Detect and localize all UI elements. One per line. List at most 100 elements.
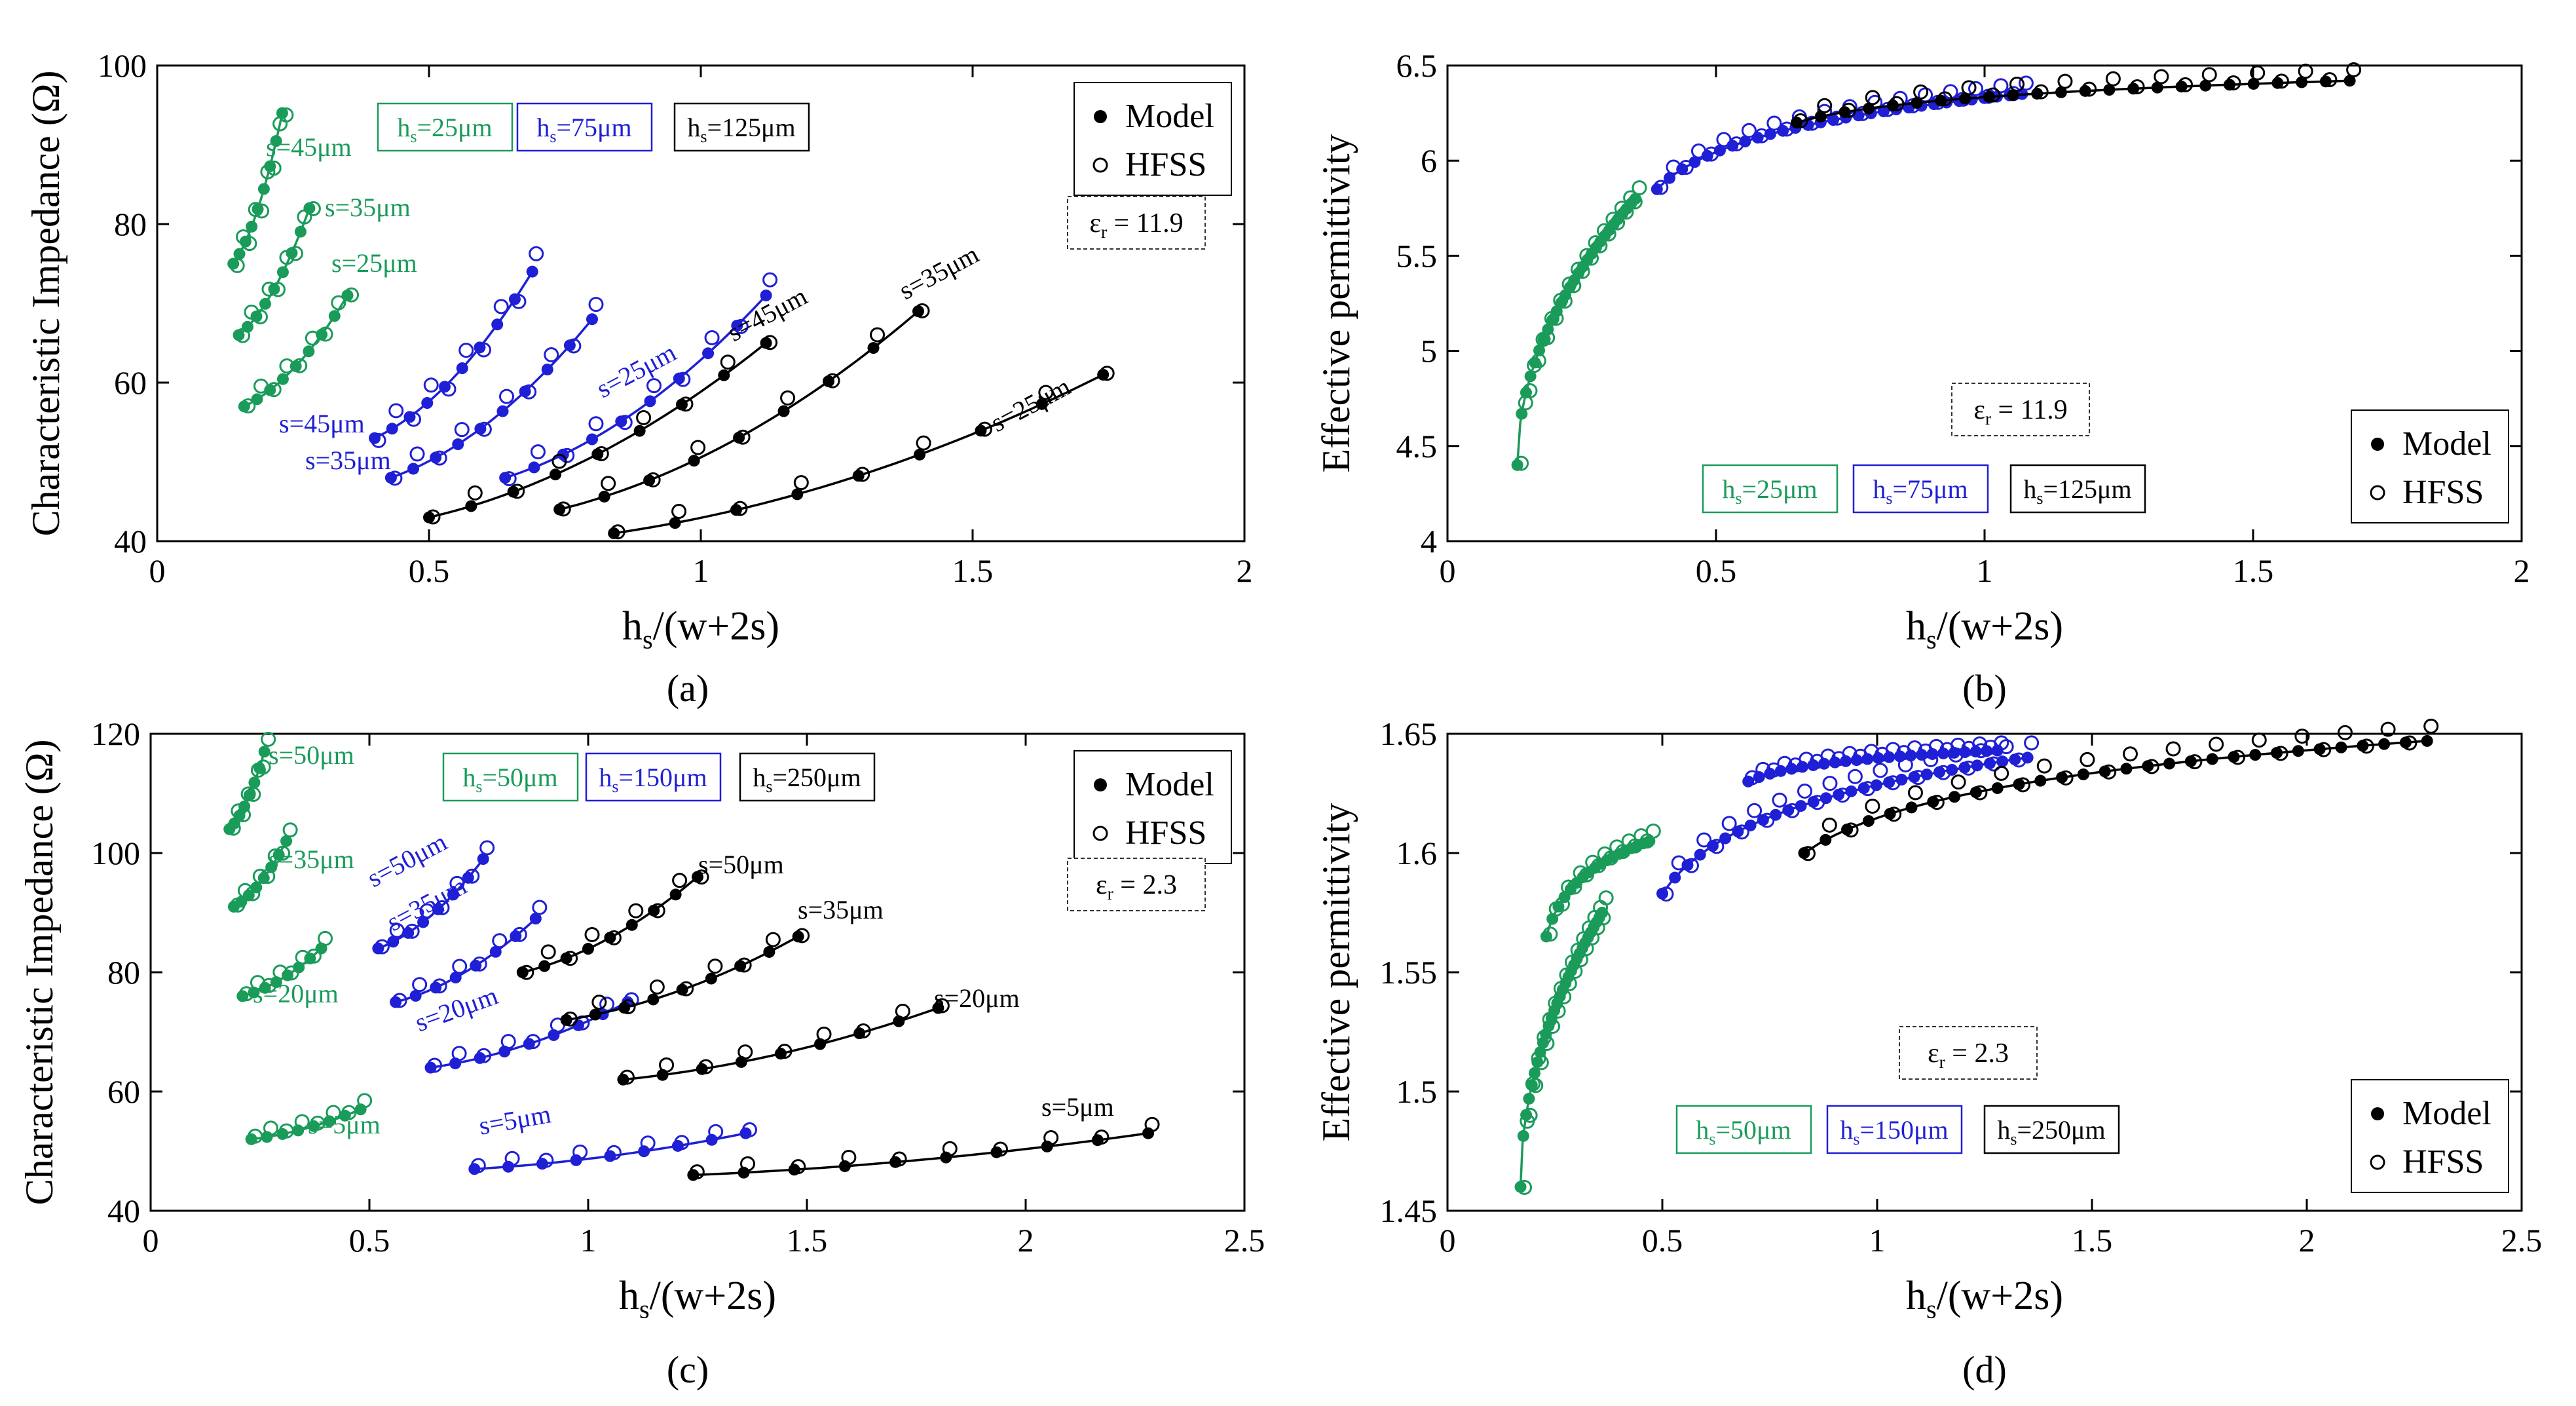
hfss-point: [499, 389, 515, 404]
hfss-point: [2273, 746, 2288, 761]
hfss-point: [432, 978, 447, 994]
hs-box-frame: [1675, 1105, 1812, 1154]
legend: Model HFSS: [2351, 409, 2509, 523]
model-point: [1713, 144, 1726, 157]
model-point: [502, 1160, 515, 1173]
hfss-point: [1886, 807, 1902, 822]
hfss-point: [1696, 832, 1712, 848]
hs-box-black: hs=250μm: [739, 752, 876, 802]
y-tick-label: 40: [114, 523, 147, 560]
hfss-point: [671, 504, 687, 520]
hfss-point: [645, 472, 661, 487]
hs-box-label: hs=50μm: [1696, 1115, 1791, 1149]
model-point: [1523, 1092, 1535, 1105]
hfss-point: [374, 939, 390, 955]
hfss-point: [601, 476, 616, 491]
x-tick-label: 1: [693, 552, 709, 589]
hfss-point: [2230, 750, 2245, 765]
model-point: [2034, 774, 2047, 787]
model-point: [2151, 81, 2163, 94]
series-blue-4: s=35μm: [305, 297, 604, 486]
model-point: [496, 405, 509, 417]
model-point: [647, 993, 660, 1006]
model-point: [409, 989, 422, 1002]
hs-box-label: hs=50μm: [462, 763, 557, 796]
series-blue-1: [1651, 75, 2034, 195]
hfss-point: [816, 1026, 832, 1042]
legend-hfss-marker: [1092, 157, 1108, 173]
caption-a: (a): [667, 667, 709, 710]
model-point: [1517, 1130, 1529, 1142]
model-point: [233, 248, 246, 260]
y-tick-label: 100: [91, 835, 140, 871]
hfss-point: [707, 959, 723, 974]
hfss-point: [741, 1122, 757, 1137]
model-point: [536, 1158, 548, 1170]
hfss-point: [292, 358, 308, 373]
hfss-point: [423, 377, 439, 393]
hfss-point: [2298, 64, 2313, 79]
model-point: [702, 347, 715, 360]
legend: Model HFSS: [1073, 82, 1232, 196]
caption-d: (d): [1962, 1348, 2007, 1391]
hfss-point: [1683, 858, 1699, 873]
y-axis-label: Effective permittivity: [1315, 134, 1358, 472]
legend: Model HFSS: [1073, 750, 1232, 864]
hfss-point: [255, 759, 271, 775]
hs-box-label: hs=250μm: [753, 763, 861, 796]
hfss-point: [555, 501, 571, 517]
series-green-1: s=35μm: [233, 193, 411, 343]
hfss-point: [1951, 774, 1966, 790]
hfss-point: [434, 900, 450, 915]
hfss-point: [891, 1151, 907, 1167]
series-label: s=25μm: [986, 371, 1075, 438]
hfss-point: [942, 1141, 958, 1156]
x-tick-label: 2.5: [1224, 1222, 1265, 1259]
model-point: [669, 517, 681, 529]
model-point: [417, 916, 430, 928]
y-axis-label: Effective permittivity: [1315, 803, 1358, 1141]
y-tick-label: 6.5: [1396, 47, 1438, 84]
x-tick-label: 0: [143, 1222, 159, 1259]
hfss-point: [610, 524, 625, 540]
hfss-point: [1968, 81, 1983, 96]
hfss-point: [530, 444, 546, 460]
model-point: [1948, 746, 1960, 759]
hfss-point: [1840, 102, 1856, 118]
hfss-point: [2057, 73, 2073, 89]
er-box: [1067, 858, 1206, 911]
hfss-point: [620, 999, 636, 1015]
series-green-2: s=25μm: [238, 248, 417, 414]
x-tick-label: 0: [1440, 552, 1456, 589]
model-point: [671, 1139, 684, 1152]
hfss-point: [1522, 383, 1538, 398]
hfss-point: [1928, 738, 1944, 754]
model-point: [2249, 749, 2262, 761]
hfss-point: [689, 1164, 705, 1180]
hfss-point: [470, 1158, 486, 1173]
hfss-point: [1793, 113, 1808, 128]
hfss-point: [275, 845, 291, 861]
hfss-point: [1843, 822, 1859, 838]
hfss-point: [511, 294, 527, 309]
hfss-point: [740, 1156, 756, 1171]
hfss-point: [2080, 751, 2095, 767]
series-blue-3: s=45μm: [279, 246, 544, 448]
hfss-point: [619, 1069, 635, 1085]
hfss-point: [1522, 1107, 1538, 1123]
model-point: [1870, 779, 1882, 791]
hfss-point: [1865, 90, 1880, 105]
model-point: [258, 746, 271, 758]
model-point: [582, 943, 594, 955]
hs-box-green: hs=25μm: [377, 102, 513, 152]
x-tick-label: 2: [2299, 1222, 2315, 1259]
hfss-point: [617, 415, 633, 430]
model-point: [465, 500, 477, 512]
model-point: [1753, 771, 1765, 784]
model-point: [2378, 738, 2391, 750]
series-green-1: s=35μm: [227, 822, 354, 913]
hs-box-green: hs=50μm: [442, 752, 579, 802]
x-tick-label: 0: [149, 552, 166, 589]
hfss-point: [1821, 817, 1837, 833]
model-point: [644, 395, 656, 408]
